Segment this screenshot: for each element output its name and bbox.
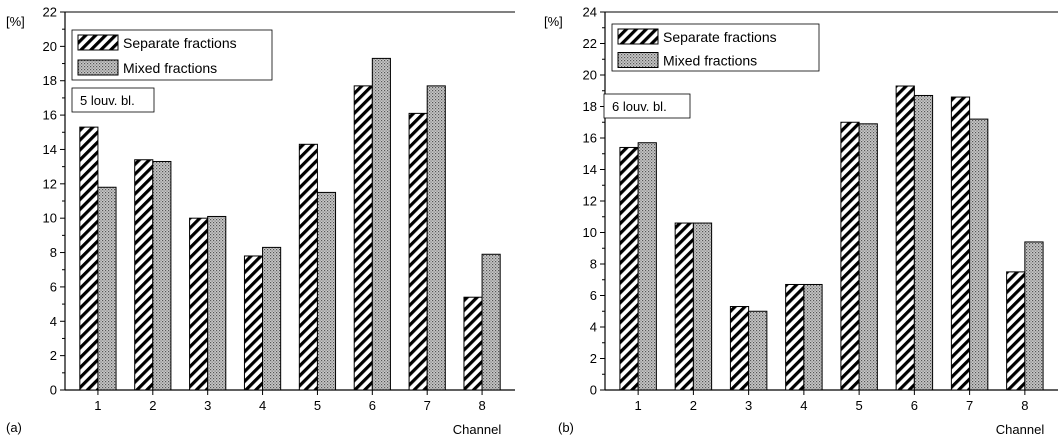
bar [674,222,694,391]
legend-label: Separate fractions [123,35,237,51]
y-tick-label: 8 [50,245,57,260]
legend-swatch [617,28,659,45]
y-tick-label: 20 [583,68,597,83]
bar [858,123,878,391]
bar [408,112,428,391]
y-tick-label: 6 [590,288,597,303]
x-tick-label: 4 [800,398,807,413]
bar [353,85,373,391]
y-tick-label: 22 [583,36,597,51]
bar [97,186,117,391]
bar [262,246,282,391]
x-tick-label: 6 [911,398,918,413]
y-tick-label: 2 [50,348,57,363]
y-tick-label: 24 [583,5,597,20]
legend: Separate fractions Mixed fractions [71,29,273,81]
legend-swatch [77,34,119,51]
x-tick-label: 2 [690,398,697,413]
bar [79,126,99,391]
bar [316,191,337,391]
x-tick-label: 5 [856,398,863,413]
y-tick-label: 10 [583,225,597,240]
bar [1006,271,1026,391]
y-axis-label: [%] [6,14,25,29]
panel-label: (a) [6,420,22,435]
y-axis-label: [%] [544,14,563,29]
legend-swatch [77,59,119,76]
bar [207,215,227,391]
y-tick-label: 18 [43,73,57,88]
bar [637,142,657,391]
y-tick-label: 4 [590,320,597,335]
bar [729,306,750,391]
y-tick-label: 16 [43,108,57,123]
annotation-text: 6 louv. bl. [612,99,667,114]
annotation-box [71,87,155,113]
bar [371,57,391,391]
annotation-text: 5 louv. bl. [80,93,135,108]
y-tick-label: 16 [583,131,597,146]
x-tick-label: 1 [94,398,101,413]
bar [748,310,768,391]
x-tick-label: 3 [204,398,211,413]
x-tick-label: 8 [1021,398,1028,413]
y-tick-label: 22 [43,5,57,20]
bar [152,160,172,391]
panel-label: (b) [558,420,574,435]
bar [298,143,318,391]
y-tick-label: 12 [43,176,57,191]
x-tick-label: 8 [478,398,485,413]
x-tick-label: 5 [314,398,321,413]
legend-label: Separate fractions [663,29,777,45]
x-tick-label: 7 [424,398,431,413]
bar [619,146,639,391]
bar [134,159,154,391]
x-tick-label: 2 [149,398,156,413]
bar [895,85,915,391]
bar [1024,241,1044,391]
x-tick-label: 7 [966,398,973,413]
bar [426,85,446,391]
x-tick-label: 6 [369,398,376,413]
y-tick-label: 12 [583,194,597,209]
y-tick-label: 14 [43,142,57,157]
bar [189,217,209,391]
legend-label: Mixed fractions [123,60,217,76]
legend-swatch [617,52,659,68]
y-tick-label: 0 [590,383,597,398]
y-tick-label: 14 [583,162,597,177]
y-tick-label: 10 [43,211,57,226]
x-tick-label: 3 [745,398,752,413]
bar [840,121,860,391]
bar [243,255,264,391]
y-tick-label: 0 [50,383,57,398]
y-tick-label: 20 [43,39,57,54]
y-tick-label: 18 [583,99,597,114]
bar [481,253,501,391]
y-tick-label: 4 [50,314,57,329]
y-tick-label: 6 [50,279,57,294]
bar [692,222,713,391]
x-tick-label: 4 [259,398,266,413]
bar [803,283,823,391]
legend: Separate fractions Mixed fractions [611,23,820,72]
legend-label: Mixed fractions [663,53,757,69]
bar [950,96,971,391]
bar [969,118,989,391]
y-tick-label: 8 [590,257,597,272]
x-axis-label: Channel [453,422,502,437]
x-axis-label: Channel [996,422,1045,437]
bar [785,283,805,391]
x-tick-label: 1 [635,398,642,413]
y-tick-label: 2 [590,351,597,366]
bar [463,296,483,391]
bar [913,94,934,391]
annotation-box [603,93,691,119]
